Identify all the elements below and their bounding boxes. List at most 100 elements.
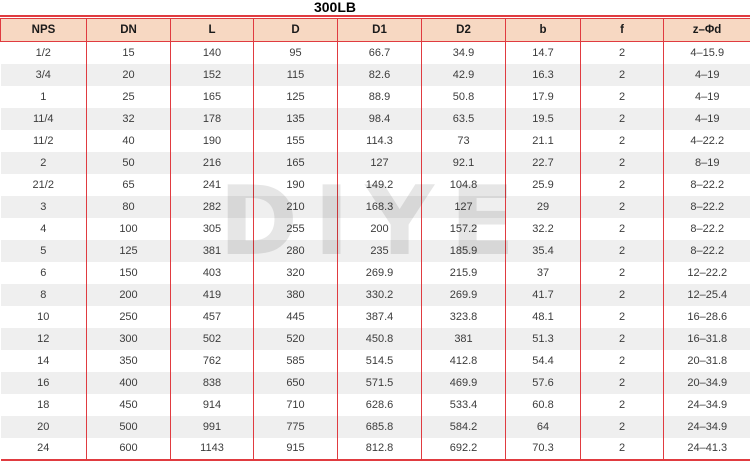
table-cell: 8–22.2: [664, 196, 750, 218]
table-cell: 165: [254, 152, 338, 174]
table-cell: 4: [1, 218, 87, 240]
table-cell: 915: [254, 438, 338, 460]
table-cell: 29: [506, 196, 581, 218]
table-cell: 403: [171, 262, 254, 284]
table-cell: 2: [581, 240, 664, 262]
table-cell: 155: [254, 130, 338, 152]
table-cell: 1143: [171, 438, 254, 460]
table-cell: 48.1: [506, 306, 581, 328]
table-cell: 24–34.9: [664, 416, 750, 438]
table-cell: 12: [1, 328, 87, 350]
table-cell: 628.6: [338, 394, 422, 416]
table-cell: 520: [254, 328, 338, 350]
table-cell: 64: [506, 416, 581, 438]
table-cell: 710: [254, 394, 338, 416]
column-header-b: b: [506, 19, 581, 42]
table-cell: 457: [171, 306, 254, 328]
table-cell: 32: [87, 108, 171, 130]
table-cell: 125: [87, 240, 171, 262]
table-cell: 19.5: [506, 108, 581, 130]
table-cell: 650: [254, 372, 338, 394]
column-header-d: D: [254, 19, 338, 42]
table-cell: 3: [1, 196, 87, 218]
table-cell: 12–22.2: [664, 262, 750, 284]
table-cell: 50: [87, 152, 171, 174]
table-cell: 269.9: [338, 262, 422, 284]
table-cell: 2: [581, 42, 664, 64]
table-cell: 380: [254, 284, 338, 306]
table-cell: 450: [87, 394, 171, 416]
table-cell: 42.9: [422, 64, 506, 86]
table-cell: 165: [171, 86, 254, 108]
table-cell: 584.2: [422, 416, 506, 438]
table-cell: 51.3: [506, 328, 581, 350]
table-cell: 2: [581, 174, 664, 196]
table-cell: 98.4: [338, 108, 422, 130]
table-cell: 2: [581, 394, 664, 416]
table-cell: 60.8: [506, 394, 581, 416]
table-cell: 812.8: [338, 438, 422, 460]
column-header-d2: D2: [422, 19, 506, 42]
table-cell: 2: [581, 438, 664, 460]
table-cell: 775: [254, 416, 338, 438]
table-cell: 115: [254, 64, 338, 86]
table-cell: 585: [254, 350, 338, 372]
table-cell: 15: [87, 42, 171, 64]
table-cell: 235: [338, 240, 422, 262]
table-cell: 320: [254, 262, 338, 284]
table-cell: 32.2: [506, 218, 581, 240]
table-cell: 70.3: [506, 438, 581, 460]
table-cell: 500: [87, 416, 171, 438]
table-cell: 149.2: [338, 174, 422, 196]
table-cell: 200: [338, 218, 422, 240]
table-cell: 114.3: [338, 130, 422, 152]
table-cell: 1: [1, 86, 87, 108]
table-cell: 2: [581, 152, 664, 174]
table-cell: 20: [87, 64, 171, 86]
table-cell: 16–31.8: [664, 328, 750, 350]
table-cell: 412.8: [422, 350, 506, 372]
table-cell: 2: [581, 284, 664, 306]
table-header-row: NPS DN L D D1 D2 b f z–Φd: [1, 19, 750, 42]
table-cell: 16.3: [506, 64, 581, 86]
table-cell: 1/2: [1, 42, 87, 64]
table-cell: 269.9: [422, 284, 506, 306]
table-cell: 685.8: [338, 416, 422, 438]
table-cell: 50.8: [422, 86, 506, 108]
table-cell: 150: [87, 262, 171, 284]
table-cell: 190: [171, 130, 254, 152]
table-cell: 2: [581, 196, 664, 218]
table-cell: 2: [581, 108, 664, 130]
table-cell: 104.8: [422, 174, 506, 196]
table-cell: 533.4: [422, 394, 506, 416]
table-cell: 14.7: [506, 42, 581, 64]
table-cell: 152: [171, 64, 254, 86]
table-cell: 8: [1, 284, 87, 306]
table-cell: 140: [171, 42, 254, 64]
table-cell: 12–25.4: [664, 284, 750, 306]
table-cell: 190: [254, 174, 338, 196]
table-cell: 3/4: [1, 64, 87, 86]
table-cell: 210: [254, 196, 338, 218]
table-cell: 73: [422, 130, 506, 152]
table-cell: 4–22.2: [664, 130, 750, 152]
table-cell: 14: [1, 350, 87, 372]
table-cell: 10: [1, 306, 87, 328]
table-cell: 2: [581, 262, 664, 284]
table-cell: 2: [581, 416, 664, 438]
table-cell: 16: [1, 372, 87, 394]
table-cell: 250: [87, 306, 171, 328]
table-cell: 157.2: [422, 218, 506, 240]
table-cell: 2: [581, 350, 664, 372]
